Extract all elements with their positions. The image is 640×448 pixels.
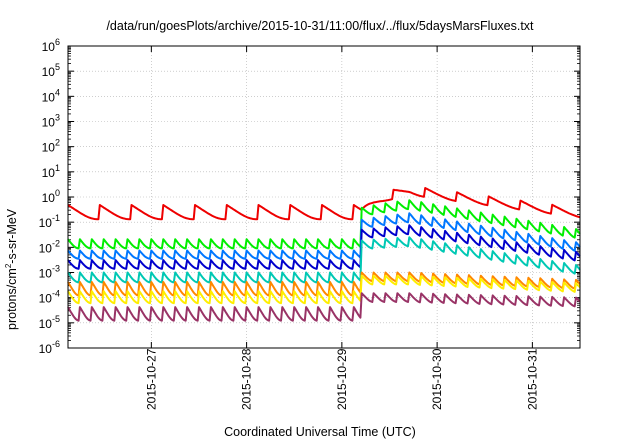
x-tick-label: 2015-10-30: [430, 348, 444, 410]
series-line-5: [67, 236, 581, 284]
y-tick-label: 105: [42, 62, 60, 79]
y-axis-label: protons/cm2-s-sr-MeV: [4, 209, 19, 330]
series-line-7: [67, 274, 581, 305]
y-tick-label: 10-5: [39, 314, 60, 331]
y-tick-exponent: 4: [55, 87, 60, 97]
y-tick-label: 10-3: [39, 264, 60, 281]
y-tick-exponent: 6: [55, 37, 60, 47]
y-tick-exponent: -4: [52, 289, 60, 299]
y-tick-label: 10-4: [39, 289, 60, 306]
y-tick-exponent: 2: [55, 138, 60, 148]
y-axis-label-pre: protons/cm: [5, 268, 20, 330]
y-tick-exponent: 1: [55, 163, 60, 173]
x-tick-label: 2015-10-29: [335, 348, 349, 410]
x-tick-label: 2015-10-31: [525, 348, 539, 410]
y-tick-label: 10-2: [39, 238, 60, 255]
y-tick-exponent: -6: [52, 339, 60, 349]
y-axis-label-post: -s-sr-MeV: [5, 208, 20, 264]
y-tick-label: 100: [42, 188, 60, 205]
series-line-2: [67, 199, 581, 250]
y-tick-label: 106: [42, 37, 60, 54]
y-tick-label: 10-1: [39, 213, 60, 230]
y-tick-label: 102: [42, 138, 60, 155]
x-tick-label: 2015-10-28: [240, 348, 254, 410]
x-tick-label: 2015-10-27: [144, 348, 158, 410]
plot-frame: [67, 45, 581, 349]
series-line-8: [67, 292, 581, 322]
y-tick-exponent: 3: [55, 113, 60, 123]
y-axis-label-sup: 2: [4, 263, 13, 269]
series-line-3: [67, 212, 581, 260]
y-tick-label: 101: [42, 163, 60, 180]
chart-title: /data/run/goesPlots/archive/2015-10-31/1…: [106, 19, 534, 33]
y-tick-exponent: -3: [52, 264, 60, 274]
y-tick-exponent: 0: [55, 188, 60, 198]
y-tick-exponent: -1: [52, 213, 60, 223]
series-line-6: [67, 271, 581, 297]
y-tick-exponent: 5: [55, 62, 60, 72]
y-tick-label: 10-6: [39, 339, 60, 356]
series-line-4: [67, 224, 581, 270]
y-tick-exponent: -2: [52, 238, 60, 248]
series-line-1: [67, 187, 581, 221]
y-tick-label: 103: [42, 113, 60, 130]
y-tick-exponent: -5: [52, 314, 60, 324]
x-axis-label: Coordinated Universal Time (UTC): [224, 425, 416, 439]
y-tick-label: 104: [42, 87, 60, 104]
